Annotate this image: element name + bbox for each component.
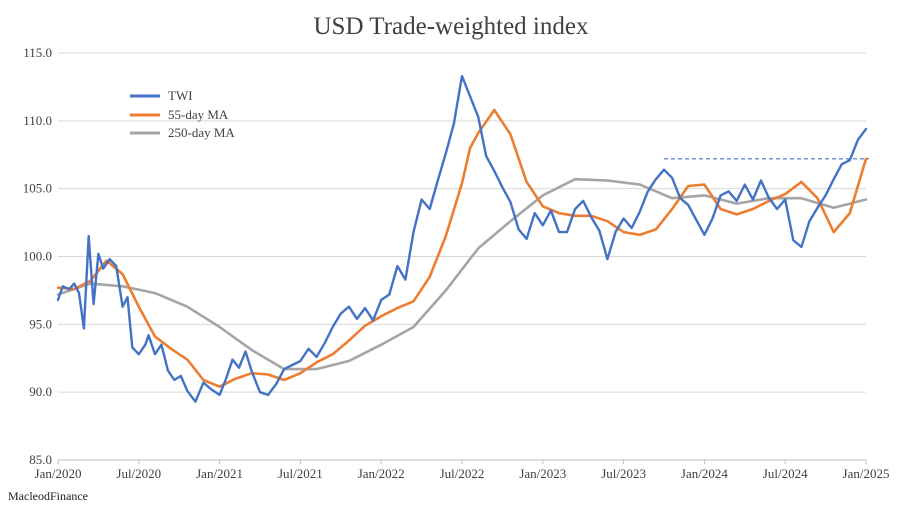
y-tick-label: 95.0 (29, 316, 52, 331)
gridlines (58, 52, 866, 393)
series-line-55-day-ma (56, 108, 868, 389)
x-tick-label: Jul/2021 (278, 466, 323, 481)
y-tick-labels: 85.0 90.0 95.0 100.0 105.0 110.0 115.0 (23, 45, 52, 467)
x-tick-label: Jan/2023 (519, 466, 566, 481)
legend-label-55-day-ma: 55-day MA (168, 107, 229, 122)
y-tick-label: 110.0 (23, 113, 52, 128)
series-layer (56, 74, 868, 403)
x-tick-labels: Jan/2020 Jul/2020 Jan/2021 Jul/2021 Jan/2022… (35, 466, 890, 481)
y-tick-label: 105.0 (23, 181, 52, 196)
x-tick-label: Jan/2022 (358, 466, 405, 481)
x-tick-label: Jul/2023 (601, 466, 646, 481)
series-line-twi (56, 74, 868, 403)
x-tick-label: Jan/2025 (843, 466, 890, 481)
x-tick-label: Jan/2024 (681, 466, 728, 481)
legend-label-twi: TWI (168, 88, 193, 103)
x-tick-label: Jul/2022 (440, 466, 485, 481)
x-tick-label: Jan/2021 (196, 466, 243, 481)
axes (57, 459, 867, 464)
legend: TWI 55-day MA 250-day MA (130, 88, 235, 140)
y-tick-label: 100.0 (23, 249, 52, 264)
y-tick-label: 115.0 (23, 45, 52, 60)
legend-label-250-day-ma: 250-day MA (168, 125, 235, 140)
x-tick-label: Jul/2024 (763, 466, 808, 481)
source-footer: MacleodFinance (8, 489, 88, 503)
x-tick-label: Jan/2020 (35, 466, 82, 481)
chart-title: USD Trade-weighted index (314, 13, 589, 40)
y-tick-label: 85.0 (29, 452, 52, 467)
x-tick-label: Jul/2020 (116, 466, 161, 481)
series-line-250-day-ma (56, 177, 868, 371)
y-tick-label: 90.0 (29, 384, 52, 399)
